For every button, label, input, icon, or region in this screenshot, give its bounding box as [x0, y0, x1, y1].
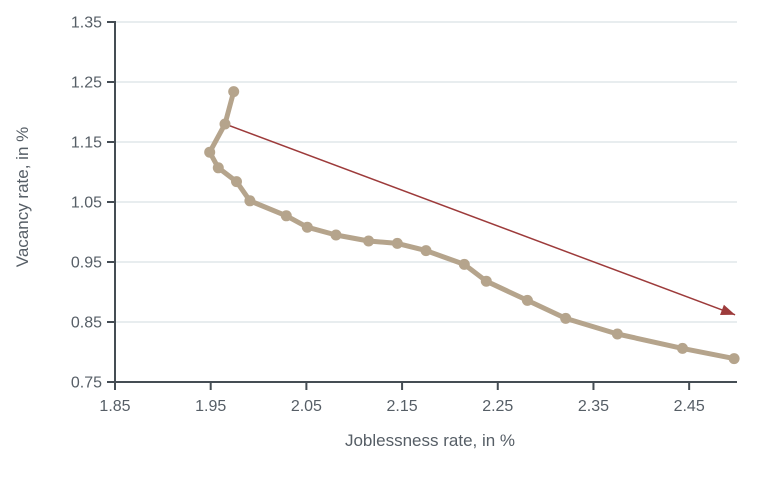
y-tick-label: 0.85 — [71, 315, 102, 332]
trend-arrow — [224, 123, 736, 316]
x-tick-label: 2.05 — [291, 398, 322, 415]
data-point — [204, 146, 216, 158]
y-axis-title: Vacancy rate, in % — [13, 127, 32, 267]
x-axis-title: Joblessness rate, in % — [345, 431, 515, 450]
x-tick-label: 2.45 — [674, 398, 705, 415]
x-tick-label: 1.95 — [195, 398, 226, 415]
data-point — [301, 221, 313, 233]
data-point — [391, 237, 403, 249]
data-point — [228, 86, 240, 98]
data-point — [480, 275, 492, 287]
data-point — [363, 235, 375, 247]
data-point — [458, 258, 470, 270]
y-tick-label: 1.25 — [71, 75, 102, 92]
data-point — [728, 353, 740, 365]
data-point — [280, 210, 292, 222]
data-point — [611, 328, 623, 340]
data-point — [521, 294, 533, 306]
y-tick-label: 1.15 — [71, 135, 102, 152]
y-tick-label: 1.05 — [71, 195, 102, 212]
data-point — [244, 195, 256, 207]
x-tick-label: 2.25 — [482, 398, 513, 415]
y-tick-label: 0.95 — [71, 255, 102, 272]
y-tick-label: 1.35 — [71, 15, 102, 32]
data-point — [212, 162, 224, 174]
plot-area: 0.75 0.85 0.95 1.05 1.15 1.25 1.35 1.85 1.95 2.05… — [71, 15, 740, 415]
series-line — [207, 89, 737, 362]
x-tick-label: 1.85 — [99, 398, 130, 415]
y-tick-label: 0.75 — [71, 375, 102, 392]
data-point — [219, 118, 231, 130]
data-point — [231, 176, 242, 188]
x-tick-label: 2.35 — [578, 398, 609, 415]
data-point — [560, 312, 572, 324]
x-tick-label: 2.15 — [387, 398, 418, 415]
data-point — [330, 229, 342, 241]
data-point — [420, 245, 432, 257]
data-point — [677, 342, 688, 354]
